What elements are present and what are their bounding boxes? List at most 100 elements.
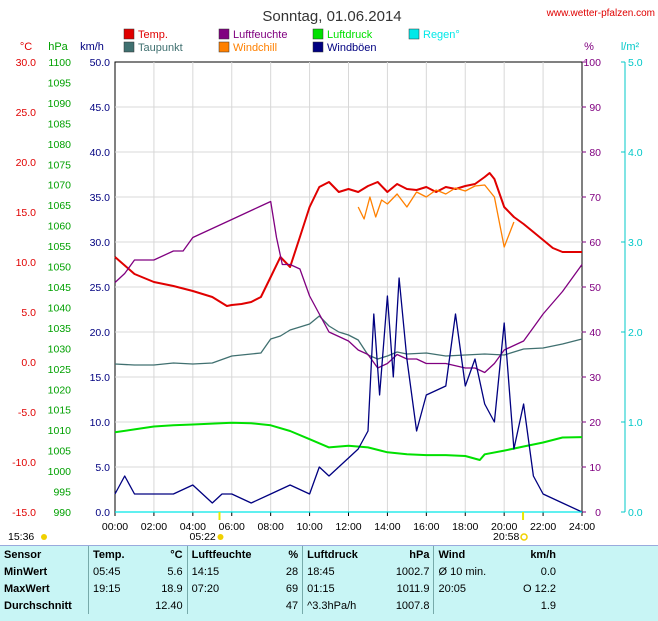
humidity-tick-label: 100: [583, 57, 601, 69]
sun-markers: 15:36 05:22 20:58: [8, 512, 528, 543]
rain-tick-label: 2.0: [628, 327, 643, 339]
temp-tick-label: 5.0: [21, 307, 36, 319]
stats-row-average: Durchschnitt 12.40 47 ^3.3hPa/h 1007.8 1…: [0, 597, 560, 614]
legend-swatch: [408, 28, 420, 40]
stats-humidity-time: [186, 597, 276, 614]
stats-wind-time: [433, 597, 507, 614]
wind-tick-label: 35.0: [90, 192, 111, 204]
stats-header-humidity: Luftfeuchte: [186, 546, 276, 563]
rain-tick-label: 4.0: [628, 147, 643, 159]
wind-tick-label: 45.0: [90, 102, 111, 114]
stats-wind-time: 20:05: [433, 580, 507, 597]
temp-tick-label: 15.0: [16, 207, 37, 219]
site-url-link[interactable]: www.wetter-pfalzen.com: [546, 8, 655, 19]
x-tick-label: 04:00: [180, 521, 206, 533]
legend-label: Windböen: [327, 42, 377, 54]
stats-row-label: Durchschnitt: [4, 599, 72, 612]
temp-tick-label: 20.0: [16, 157, 37, 169]
stats-humidity-value: 47: [285, 599, 299, 612]
stats-pressure-value: 1011.9: [396, 582, 430, 595]
stats-temp-time: 19:15: [88, 580, 141, 597]
stats-temp-time: 05:45: [88, 563, 141, 580]
pressure-tick-label: 1045: [48, 282, 72, 294]
wind-tick-label: 25.0: [90, 282, 111, 294]
chart-title: Sonntag, 01.06.2014: [262, 8, 401, 25]
humidity-tick-label: 30: [589, 372, 601, 384]
x-tick-label: 18:00: [452, 521, 478, 533]
stats-wind-value: O 12.2: [522, 582, 556, 595]
stats-temp-value: 18.9: [161, 582, 183, 595]
stats-row-label: MinWert: [4, 565, 48, 578]
stats-header-wind-unit: km/h: [530, 548, 556, 561]
stats-row-max: MaxWert 19:15 18.9 07:20 69 01:15 1011.9…: [0, 580, 560, 597]
plot-grid: [115, 62, 582, 512]
stats-row-min: MinWert 05:45 5.6 14:15 28 18:45 1002.7 …: [0, 563, 560, 580]
stats-temp-time: [88, 597, 141, 614]
series-line-luftfeuchte: [114, 200, 583, 374]
stats-humidity-value: 69: [285, 582, 299, 595]
stats-header-sensor: Sensor: [4, 548, 42, 561]
x-tick-label: 16:00: [413, 521, 439, 533]
wind-tick-label: 0.0: [95, 507, 110, 519]
humidity-tick-label: 50: [589, 282, 601, 294]
pressure-tick-label: 990: [53, 507, 71, 519]
legend-label: Luftdruck: [327, 29, 373, 41]
humidity-tick-label: 90: [589, 102, 601, 114]
wind-tick-label: 5.0: [95, 462, 110, 474]
rain-tick-label: 3.0: [628, 237, 643, 249]
series-lines: [114, 172, 583, 513]
pressure-tick-label: 1070: [48, 180, 72, 192]
humidity-tick-label: 40: [589, 327, 601, 339]
stats-row-label: MaxWert: [4, 582, 50, 595]
x-tick-label: 02:00: [141, 521, 167, 533]
rain-axis-unit: l/m²: [621, 41, 640, 53]
temp-tick-label: -5.0: [18, 407, 36, 419]
pressure-tick-label: 1010: [48, 425, 72, 437]
pressure-tick-label: 1025: [48, 364, 72, 376]
wind-tick-label: 15.0: [90, 372, 111, 384]
stats-header-pressure-unit: hPa: [409, 548, 430, 561]
x-tick-label: 00:00: [102, 521, 128, 533]
humidity-tick-label: 80: [589, 147, 601, 159]
stats-header-wind: Wind: [433, 546, 507, 563]
humidity-axis-unit: %: [584, 41, 594, 53]
statistics-table: Sensor Temp. °C Luftfeuchte % Luftdruck …: [0, 546, 560, 614]
pressure-tick-label: 995: [53, 487, 71, 499]
stats-temp-value: 12.40: [155, 599, 183, 612]
stats-pressure-time: 01:15: [302, 580, 380, 597]
wind-tick-label: 20.0: [90, 327, 111, 339]
pressure-tick-label: 1100: [48, 57, 71, 69]
temp-tick-label: -10.0: [12, 457, 36, 469]
stats-header-row: Sensor Temp. °C Luftfeuchte % Luftdruck …: [0, 546, 560, 563]
series-line-temp: [114, 172, 582, 307]
sunrise-icon: [217, 534, 224, 540]
temp-axis-unit: °C: [20, 41, 32, 53]
pressure-tick-label: 1085: [48, 118, 72, 130]
pressure-tick-label: 1060: [48, 221, 72, 233]
series-line-windben: [114, 277, 583, 513]
wind-tick-label: 30.0: [90, 237, 111, 249]
pressure-tick-label: 1050: [48, 262, 72, 274]
stats-pressure-value: 1007.8: [395, 599, 430, 612]
stats-temp-value: 5.6: [167, 565, 183, 578]
x-tick-label: 06:00: [219, 521, 245, 533]
pressure-tick-label: 1075: [48, 159, 72, 171]
pressure-tick-label: 1000: [48, 466, 72, 478]
moon-icon: [41, 534, 47, 540]
legend-label: Taupunkt: [138, 42, 183, 54]
sunrise-time-label: 05:22: [189, 531, 215, 543]
temp-tick-label: 25.0: [16, 107, 37, 119]
rain-tick-label: 1.0: [628, 417, 643, 429]
statistics-panel: Sensor Temp. °C Luftfeuchte % Luftdruck …: [0, 545, 658, 621]
series-line-windchill: [357, 184, 515, 248]
legend-swatch: [123, 41, 135, 53]
humidity-tick-label: 60: [589, 237, 601, 249]
stats-wind-time: Ø 10 min.: [433, 563, 507, 580]
legend-swatch: [218, 41, 230, 53]
legend-label: Temp.: [138, 29, 168, 41]
pressure-axis-unit: hPa: [48, 41, 68, 53]
pressure-tick-label: 1080: [48, 139, 72, 151]
stats-header-temp-unit: °C: [170, 548, 183, 561]
legend-swatch: [312, 41, 324, 53]
